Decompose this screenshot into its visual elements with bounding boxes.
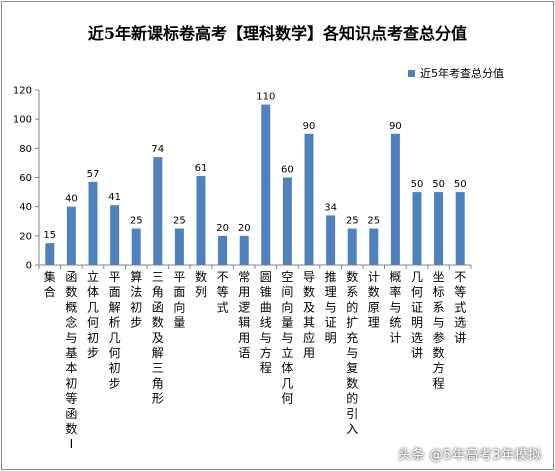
x-category-label: 数列 — [195, 269, 207, 299]
x-category-label: 常用逻辑用语 — [238, 270, 250, 360]
x-category-label: 坐标系与参数方程 — [433, 270, 445, 390]
data-label: 20 — [216, 223, 229, 234]
data-label: 57 — [87, 169, 100, 180]
legend: 近5年考查总分值 — [408, 65, 504, 81]
bar — [153, 157, 163, 265]
x-category-label: 概率与统计 — [389, 270, 401, 345]
data-label: 50 — [432, 179, 445, 190]
data-label: 20 — [238, 223, 251, 234]
x-category-label: 算法初步 — [130, 269, 142, 330]
y-tick-label: 40 — [19, 202, 32, 213]
x-category-label: 数系的扩充与复数的引入 — [346, 269, 358, 436]
bar — [369, 228, 379, 265]
bar — [131, 228, 141, 265]
data-label: 61 — [195, 163, 208, 174]
data-label: 34 — [324, 202, 337, 213]
x-category-label: 计数原理 — [368, 270, 380, 330]
x-category-label: 集合 — [44, 269, 56, 299]
data-label: 90 — [389, 121, 402, 132]
bar — [174, 228, 184, 265]
x-category-label: 推理与证明 — [325, 270, 337, 345]
bar — [412, 192, 422, 265]
y-tick-label: 80 — [19, 144, 32, 155]
data-label: 40 — [65, 194, 78, 205]
bar — [326, 215, 336, 265]
x-category-label: 几何证明选讲 — [411, 270, 423, 360]
data-label: 41 — [108, 192, 121, 203]
bar — [239, 235, 249, 265]
bar — [261, 104, 271, 265]
bar — [196, 176, 206, 265]
y-tick-label: 100 — [13, 115, 32, 126]
data-label: 25 — [346, 216, 359, 227]
legend-label: 近5年考查总分值 — [420, 67, 504, 80]
bar — [45, 243, 55, 265]
x-category-label: 空间向量与立体几何 — [281, 270, 293, 406]
data-label: 110 — [256, 92, 275, 103]
y-tick-label: 120 — [13, 86, 32, 97]
bar — [390, 133, 400, 265]
x-category-label: 不等式选讲 — [454, 270, 466, 345]
data-label: 15 — [43, 230, 56, 241]
y-tick-label: 20 — [19, 231, 32, 242]
data-label: 60 — [281, 165, 294, 176]
x-category-label: 圆锥曲线与方程 — [260, 270, 272, 375]
data-label: 25 — [367, 216, 380, 227]
bar — [347, 228, 357, 265]
x-category-label: 导数及其应用 — [303, 270, 315, 360]
bar — [66, 206, 76, 265]
x-category-label: 立体几何初步 — [87, 269, 99, 360]
x-category-label: 三角函数及解三角形 — [152, 270, 164, 406]
data-label: 74 — [151, 144, 164, 155]
data-label: 25 — [173, 216, 186, 227]
y-tick-label: 0 — [26, 261, 32, 272]
bar — [304, 133, 314, 265]
x-category-label: 平面解析几何初步 — [109, 270, 121, 390]
x-category-label: 平面向量 — [173, 270, 185, 330]
bar — [282, 177, 292, 265]
bar — [434, 192, 444, 265]
bar — [88, 181, 98, 265]
watermark: 头条 @5年高考3年模拟 — [398, 448, 542, 463]
data-label: 90 — [303, 121, 316, 132]
bar — [455, 192, 465, 265]
x-category-label: 函数概念与基本初等函数 Ⅰ — [65, 270, 77, 451]
data-label: 50 — [454, 179, 467, 190]
bar — [110, 205, 120, 265]
legend-swatch — [408, 69, 415, 77]
y-tick-label: 60 — [19, 173, 32, 184]
chart-title: 近5年新课标卷高考【理科数学】各知识点考查总分值 — [87, 24, 468, 43]
bar — [218, 235, 228, 265]
data-label: 50 — [411, 179, 424, 190]
data-label: 25 — [130, 216, 143, 227]
x-category-label: 不等式 — [217, 270, 229, 314]
